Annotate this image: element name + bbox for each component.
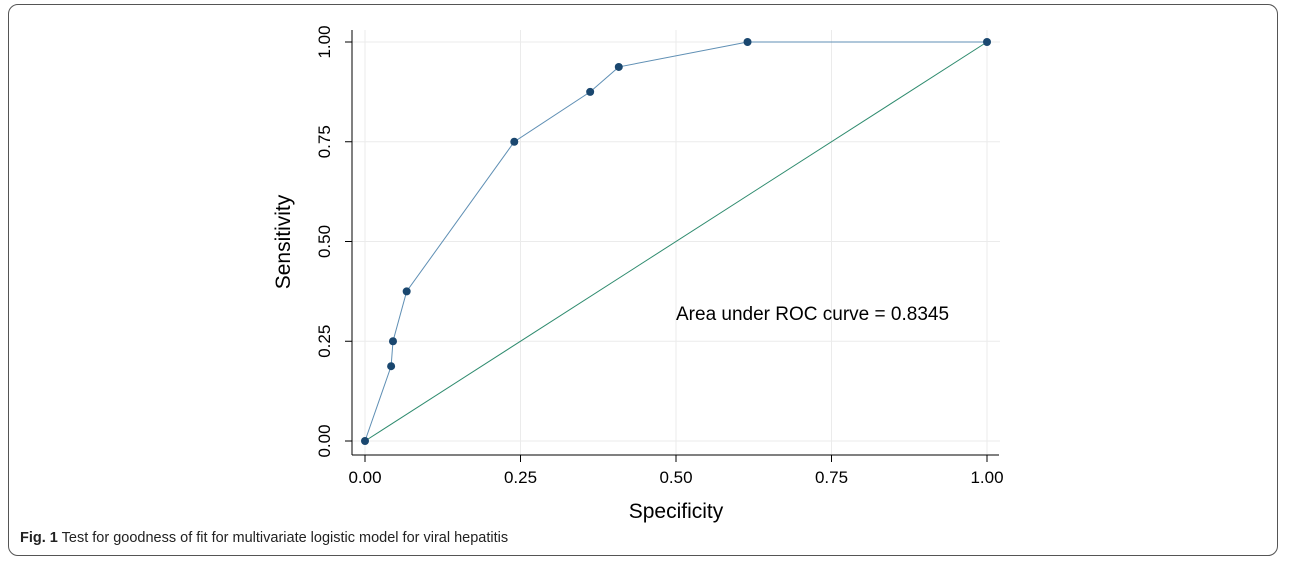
roc-point (743, 38, 752, 46)
reference-diagonal-line (364, 41, 988, 442)
x-tick-label: 0.00 (348, 468, 381, 487)
roc-point (614, 62, 623, 71)
y-axis-label: Sensitivity (272, 194, 295, 289)
x-tick-label: 1.00 (970, 468, 1003, 487)
y-tick-label: 1.00 (315, 25, 334, 58)
auc-annotation: Area under ROC curve = 0.8345 (676, 304, 949, 325)
roc-point (388, 337, 397, 346)
roc-point (510, 137, 519, 146)
roc-chart: 0.00 0.25 0.50 0.75 1.00 0.00 0.25 0.50 0.75 1.00… (272, 25, 1004, 523)
grid-lines (352, 30, 1000, 455)
figure-frame (8, 4, 1278, 556)
caption-label: Fig. 1 (20, 530, 58, 546)
figure-caption: Fig. 1 Test for goodness of fit for mult… (20, 530, 508, 546)
x-tick-label: 0.50 (659, 468, 692, 487)
x-axis-label: Specificity (629, 500, 724, 523)
y-tick-label: 0.00 (315, 424, 334, 457)
roc-point (387, 362, 396, 371)
roc-point (586, 87, 595, 96)
x-tick-label: 0.75 (815, 468, 848, 487)
roc-point (361, 437, 369, 445)
roc-point (983, 38, 991, 46)
x-tick-label: 0.25 (504, 468, 537, 487)
roc-point (402, 287, 411, 296)
y-tick-label: 0.75 (315, 125, 334, 158)
y-tick-label: 0.50 (315, 225, 334, 258)
y-tick-label: 0.25 (315, 325, 334, 358)
axes (345, 30, 999, 462)
caption-text: Test for goodness of fit for multivariat… (61, 530, 509, 546)
data-markers (361, 38, 991, 445)
tick-labels: 0.00 0.25 0.50 0.75 1.00 0.00 0.25 0.50 0.75 1.00 (315, 25, 1004, 487)
